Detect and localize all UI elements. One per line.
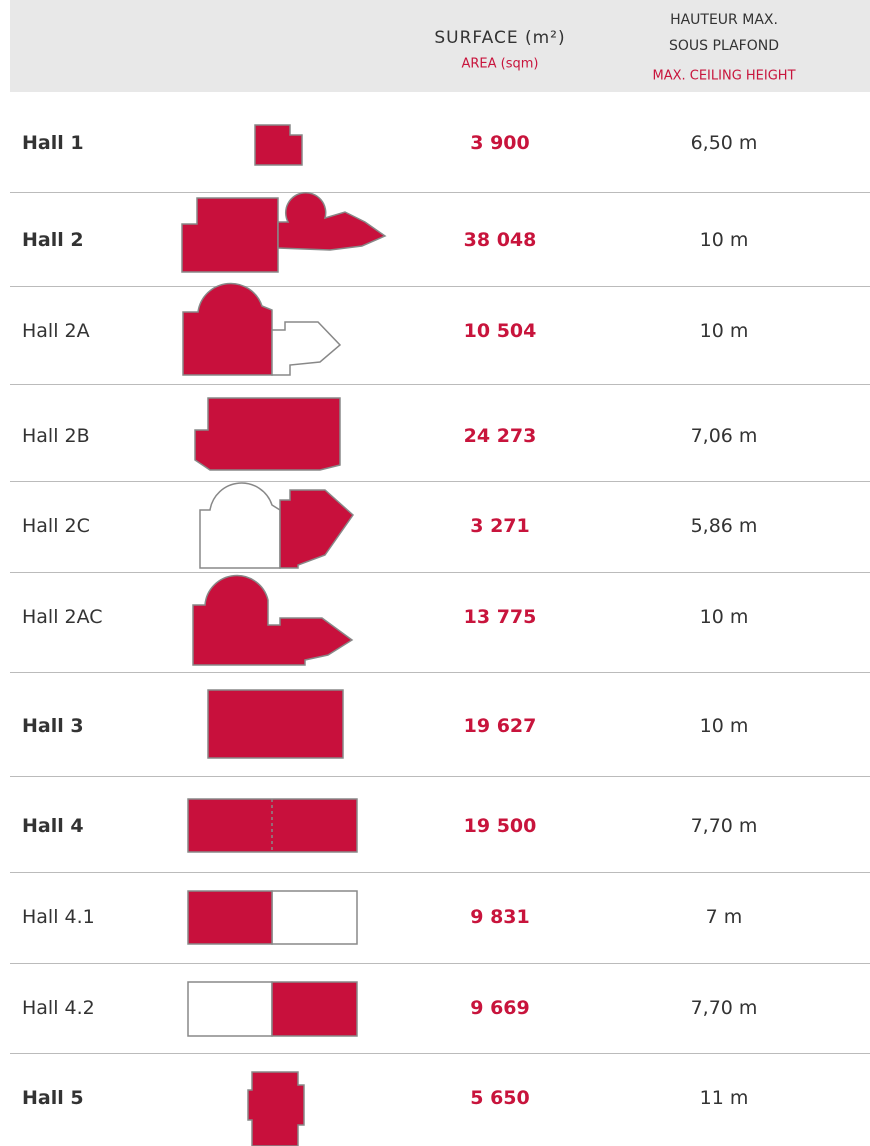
surface: 3 900: [470, 132, 530, 154]
hall-name: Hall 4: [22, 815, 84, 837]
plan: [254, 124, 303, 166]
height-fr-1: HAUTEUR MAX.: [670, 12, 778, 28]
height: 7 m: [705, 906, 743, 928]
row-separator: [10, 776, 870, 777]
plan: [199, 482, 354, 569]
surface-en: AREA (sqm): [461, 56, 539, 72]
hall-name: Hall 5: [22, 1087, 84, 1109]
hall-name: Hall 1: [22, 132, 84, 154]
surface: 10 504: [463, 320, 537, 342]
height: 7,06 m: [690, 425, 758, 447]
hall-name: Hall 3: [22, 715, 84, 737]
surface: 3 271: [470, 515, 530, 537]
hall-name: Hall 2B: [22, 425, 90, 447]
surface: 9 669: [470, 997, 530, 1019]
row-separator: [10, 672, 870, 673]
row-separator: [10, 192, 870, 193]
plan: [207, 689, 344, 759]
row-separator: [10, 384, 870, 385]
plan: [192, 574, 354, 666]
hall-name: Hall 4.1: [22, 906, 95, 928]
row-separator: [10, 481, 870, 482]
surface: 13 775: [463, 606, 537, 628]
plan: [187, 890, 358, 945]
plan: [247, 1071, 305, 1146]
height: 7,70 m: [690, 815, 758, 837]
height: 6,50 m: [690, 132, 758, 154]
row-separator: [10, 963, 870, 964]
plan: [194, 397, 341, 471]
row-separator: [10, 286, 870, 287]
surface: 19 500: [463, 815, 537, 837]
height: 10 m: [699, 229, 749, 251]
hall-name: Hall 2C: [22, 515, 90, 537]
row-separator: [10, 1053, 870, 1054]
header-band: [10, 0, 870, 92]
surface: 9 831: [470, 906, 530, 928]
height: 5,86 m: [690, 515, 758, 537]
height: 11 m: [699, 1087, 749, 1109]
row-separator: [10, 872, 870, 873]
hall-name: Hall 4.2: [22, 997, 95, 1019]
height-en: MAX. CEILING HEIGHT: [652, 68, 796, 84]
surface: 19 627: [463, 715, 537, 737]
surface-fr: SURFACE (m²): [434, 28, 566, 48]
hall-name: Hall 2A: [22, 320, 90, 342]
surface: 24 273: [463, 425, 537, 447]
height: 10 m: [699, 715, 749, 737]
height-fr-2: SOUS PLAFOND: [669, 38, 779, 54]
plan: [187, 981, 358, 1037]
hall-name: Hall 2AC: [22, 606, 103, 628]
plan: [181, 191, 387, 273]
height: 10 m: [699, 606, 749, 628]
plan: [182, 282, 342, 376]
height: 10 m: [699, 320, 749, 342]
row-separator: [10, 572, 870, 573]
surface: 5 650: [470, 1087, 530, 1109]
height: 7,70 m: [690, 997, 758, 1019]
plan: [187, 798, 358, 853]
surface: 38 048: [463, 229, 537, 251]
hall-name: Hall 2: [22, 229, 84, 251]
